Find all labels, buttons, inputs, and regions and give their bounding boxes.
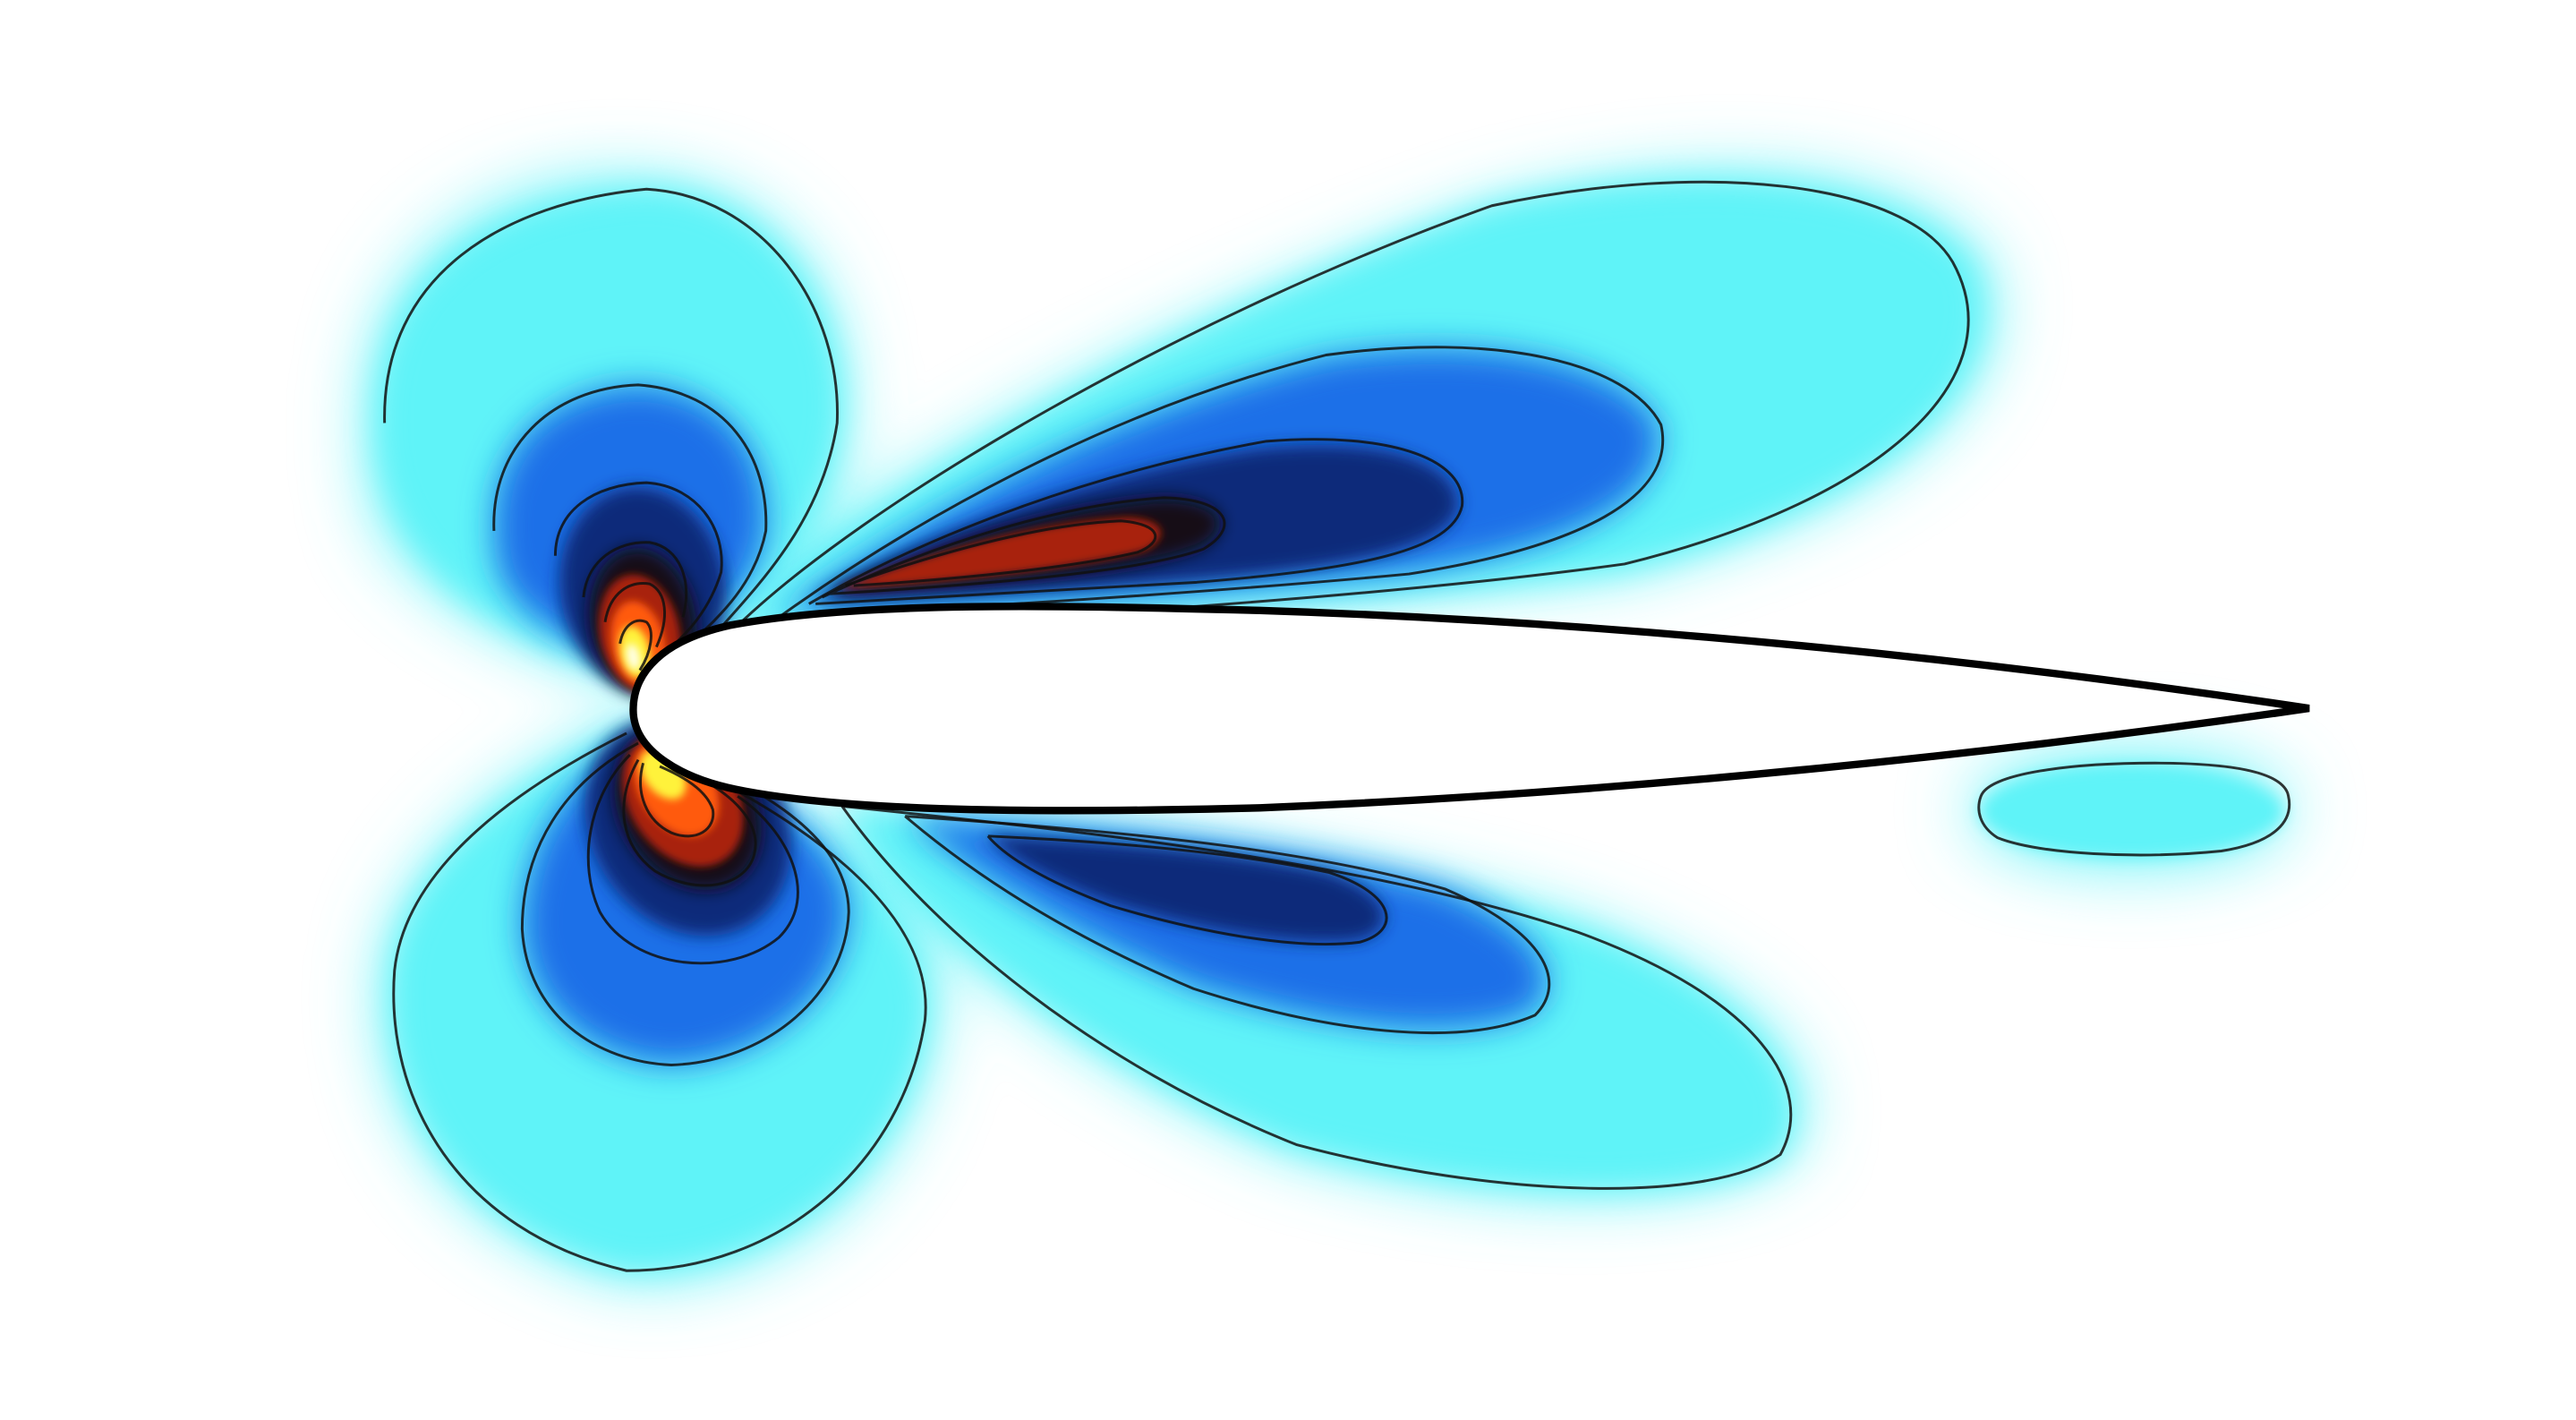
contour-lower-left-2 bbox=[520, 741, 850, 1066]
contour-upper-left-4 bbox=[582, 541, 688, 618]
contour-trailing-blob bbox=[1977, 761, 2291, 857]
contour-lower-left-4 bbox=[622, 758, 757, 887]
airfoil-outline bbox=[629, 603, 2310, 815]
lower-wake-deep bbox=[985, 834, 1385, 943]
contour-lower-wake-2 bbox=[904, 815, 1551, 1034]
contour-upper-wake-2 bbox=[778, 346, 1664, 619]
contour-upper-left-5 bbox=[603, 582, 666, 648]
trailing-blob-fill bbox=[1979, 765, 2285, 858]
contour-upper-wake-5 bbox=[845, 519, 1157, 587]
contour-lines bbox=[383, 180, 2291, 1272]
upper-left-lobe-core bbox=[626, 644, 641, 671]
contour-lower-wake-1 bbox=[840, 804, 1793, 1190]
contour-upper-wake-1 bbox=[728, 180, 1970, 636]
contour-upper-left-6 bbox=[618, 619, 653, 672]
contour-upper-left-3 bbox=[553, 481, 723, 648]
contour-upper-wake-3 bbox=[808, 438, 1464, 605]
contour-lower-left-5 bbox=[639, 762, 715, 838]
contour-lower-left-1 bbox=[392, 731, 927, 1272]
contour-upper-wake-4 bbox=[821, 496, 1226, 599]
upper-wake-hot bbox=[837, 518, 1161, 589]
contour-upper-left-1 bbox=[383, 187, 839, 656]
contour-upper-left-2 bbox=[492, 383, 768, 652]
contour-lower-wake-3 bbox=[986, 834, 1388, 945]
contour-lower-left-3 bbox=[586, 753, 799, 965]
